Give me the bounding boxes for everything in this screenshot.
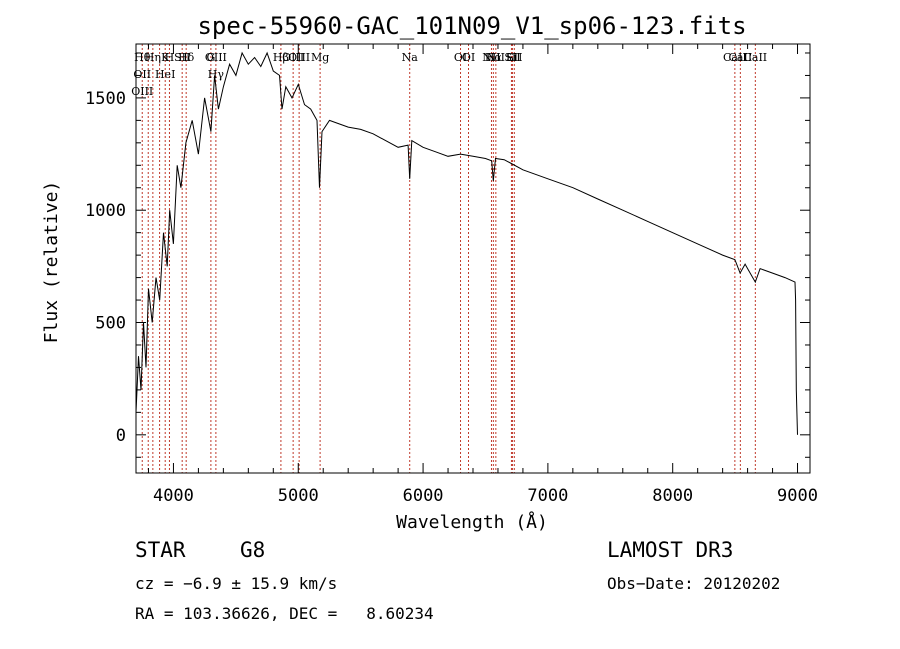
x-tick-label: 6000 (403, 486, 444, 506)
line-label: Hα (485, 51, 503, 64)
x-tick-label: 4000 (153, 486, 194, 506)
coordinates: RA = 103.36626, DEC = 8.60234 (135, 604, 434, 623)
line-label: CaII (723, 51, 747, 64)
line-label: HeI (155, 68, 175, 81)
x-axis-title: Wavelength (Å) (396, 511, 548, 533)
line-label: Li (506, 51, 517, 64)
line-label: SII (506, 51, 522, 64)
line-label: Hβ (273, 51, 289, 64)
line-label: Hγ (208, 68, 225, 81)
line-label: OIII (288, 51, 310, 64)
line-label: NII (487, 51, 505, 64)
x-tick-label: 9000 (777, 486, 818, 506)
line-label: OII (133, 68, 151, 81)
y-tick-label: 1500 (85, 89, 126, 109)
line-label: G (206, 51, 215, 64)
line-label: CaII (743, 51, 767, 64)
line-label: OI (454, 51, 467, 64)
line-label: OIII (282, 51, 304, 64)
survey-name: LAMOST DR3 (607, 538, 734, 562)
x-tick-label: 7000 (527, 486, 568, 506)
line-label: NII (482, 51, 500, 64)
spectrum-series-line (135, 51, 798, 435)
x-tick-label: 8000 (652, 486, 693, 506)
line-label: Mg (311, 51, 329, 64)
axis-ticks: 4000 5000 6000 7000 8000 9000 0 500 1000 1500 (85, 44, 818, 506)
plot-frame (135, 43, 811, 474)
line-label: OI (462, 51, 475, 64)
redshift-readout: cz = −6.9 ± 15.9 km/s (135, 574, 338, 593)
line-label: CaII (729, 51, 753, 64)
y-tick-label: 0 (116, 426, 126, 446)
obs-date: Obs−Date: 20120202 (607, 574, 781, 593)
y-tick-label: 1000 (85, 201, 126, 221)
line-label: Hθ (134, 51, 151, 64)
object-class: STAR (135, 538, 186, 562)
line-label: OIII (131, 85, 153, 98)
x-tick-label: 5000 (278, 486, 319, 506)
line-label: Hδ (178, 51, 195, 64)
line-label: Hη (145, 51, 161, 64)
line-label: H (165, 51, 175, 64)
y-tick-label: 500 (95, 314, 126, 334)
line-label: OIII (205, 51, 227, 64)
line-label: SII (504, 51, 520, 64)
object-subclass: G8 (240, 538, 266, 562)
spectral-line-markers (141, 44, 756, 473)
line-label: Na (402, 51, 419, 64)
chart-title: spec-55960-GAC_101N09_V1_sp06-123.fits (197, 12, 746, 40)
y-axis-title: Flux (relative) (41, 181, 62, 344)
line-label: K (161, 51, 170, 64)
line-label: SII (174, 51, 190, 64)
